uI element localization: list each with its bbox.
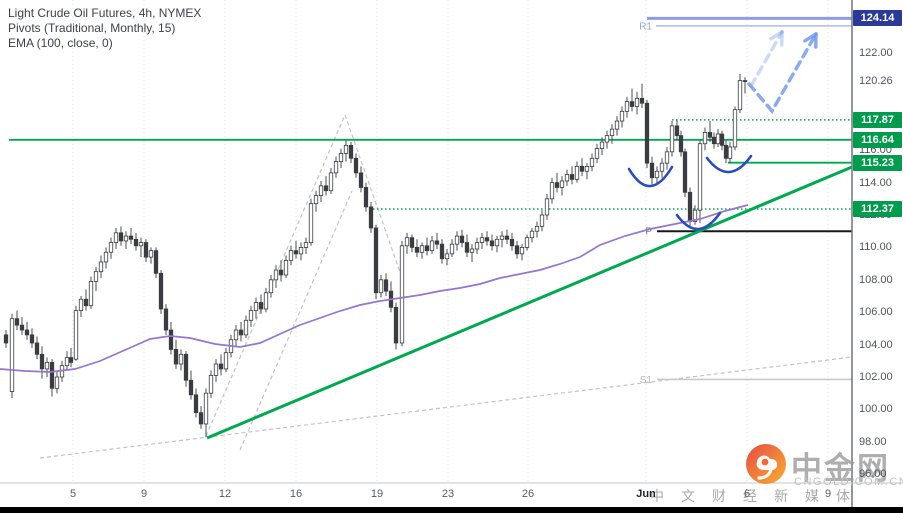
pivot-label-r1: R1 xyxy=(639,21,652,32)
pivot-lines: R1 P S1 xyxy=(639,21,852,386)
time-label: 9 xyxy=(140,488,148,500)
time-label: 12 xyxy=(218,488,232,500)
green-level-lines[interactable] xyxy=(9,119,852,210)
time-label: 16 xyxy=(289,488,303,500)
price-badge: 115.23 xyxy=(853,154,902,171)
chart-legend: Light Crude Oil Futures, 4h, NYMEX Pivot… xyxy=(8,6,201,51)
blue-arc-annotations[interactable] xyxy=(627,154,753,231)
time-label: 23 xyxy=(441,488,455,500)
price-label: 108.00 xyxy=(859,273,893,286)
price-label: 104.00 xyxy=(859,338,893,351)
price-badge: 124.14 xyxy=(853,10,902,27)
time-label: 9 xyxy=(824,488,832,500)
pivot-label-s1: S1 xyxy=(640,375,653,386)
gray-dashed-trendlines[interactable] xyxy=(39,114,853,459)
legend-symbol[interactable]: Light Crude Oil Futures, 4h, NYMEX xyxy=(8,6,202,20)
price-scale[interactable]: 122.00120.26116.00114.00112.00110.00108.… xyxy=(852,0,903,507)
price-badge: 112.37 xyxy=(853,201,902,217)
legend-pivots-indicator[interactable]: Pivots (Traditional, Monthly, 15) xyxy=(8,21,176,35)
price-label: 122.00 xyxy=(859,47,893,59)
time-scale[interactable]: 5 9 12 16 19 23 26 Jun 6 9 xyxy=(0,483,852,507)
price-label: 98.00 xyxy=(859,435,887,448)
price-label: 110.00 xyxy=(859,241,892,254)
time-label: 5 xyxy=(69,488,77,500)
pivot-label-p: P xyxy=(645,227,652,238)
time-label: 19 xyxy=(370,488,384,500)
time-label: Jun xyxy=(636,488,656,500)
blue-dashed-arrows[interactable] xyxy=(747,30,818,115)
grid-lines xyxy=(72,0,829,483)
price-label: 102.00 xyxy=(859,371,893,383)
candles xyxy=(3,74,748,437)
bottom-bar xyxy=(0,507,903,513)
price-badge: 117.87 xyxy=(853,111,902,128)
price-label: 106.00 xyxy=(859,306,893,319)
price-label: 114.00 xyxy=(859,176,892,189)
price-label: 100.00 xyxy=(859,403,893,416)
ema-line xyxy=(0,204,749,373)
time-label: 6 xyxy=(743,488,751,500)
legend-ema-indicator[interactable]: EMA (100, close, 0) xyxy=(8,36,113,50)
price-label: 96.00 xyxy=(859,468,887,481)
price-label: 120.26 xyxy=(859,75,893,88)
time-label: 26 xyxy=(521,488,535,500)
green-trendline[interactable] xyxy=(206,165,853,440)
price-badge: 116.64 xyxy=(853,131,902,148)
